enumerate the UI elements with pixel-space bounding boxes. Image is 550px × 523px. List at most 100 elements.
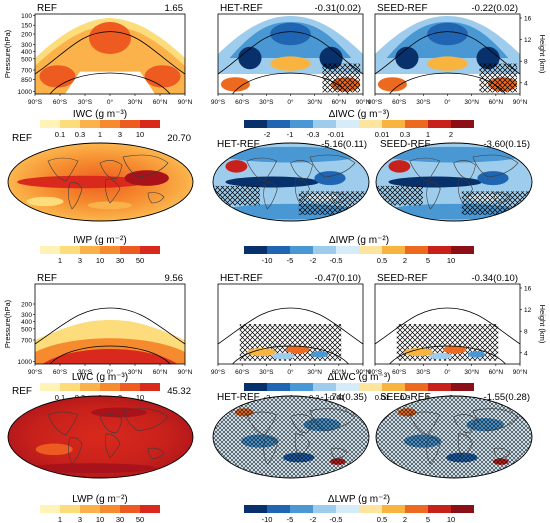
colorbar-swatch	[290, 505, 313, 513]
colorbar-title: ΔLWP (g m⁻²)	[328, 494, 390, 505]
panel-value: -0.31(0.02)	[315, 3, 361, 14]
diff-pos2	[377, 77, 407, 92]
map-frame	[375, 395, 533, 479]
continent-outline	[147, 447, 165, 459]
colorbar-tick-label: 1	[426, 393, 430, 402]
colorbar-swatch	[140, 120, 160, 128]
continent-outline	[409, 157, 441, 182]
colorbar-tick-label: 0.5	[377, 515, 387, 523]
continent-outline	[472, 408, 519, 432]
colorbar-tick-label: 5	[426, 515, 430, 523]
colorbar-swatch	[451, 383, 474, 391]
tropopause-line	[217, 307, 364, 345]
colorbar-tick-label: 0.01	[375, 130, 390, 139]
lat-tick-label: 60°S	[235, 98, 250, 106]
panel-title: SEED-REF	[377, 273, 428, 284]
colorbar-swatch	[359, 246, 382, 254]
panel-title: HET-REF	[220, 273, 263, 284]
colorbar-swatch	[267, 505, 290, 513]
panel-title: HET-REF	[217, 392, 260, 403]
map-frame	[212, 395, 370, 479]
panel-title: REF	[12, 133, 32, 144]
colorbar-swatch	[140, 505, 160, 513]
continent-outline	[330, 447, 348, 459]
lat-tick-label: 30°N	[128, 98, 143, 106]
hatch-area-2	[461, 191, 532, 215]
lat-tick-label: 0°	[107, 368, 114, 376]
map-panel-ref	[7, 142, 194, 222]
colorbar-title: ΔIWP (g m⁻²)	[329, 235, 389, 246]
continent-outline	[246, 411, 278, 436]
map-panel-seed-ref	[375, 395, 533, 479]
height-tick-label: 8	[524, 59, 528, 66]
colorbar-tick-label: -2	[264, 130, 271, 139]
diff-pos1	[247, 348, 276, 356]
continent-outline	[105, 433, 121, 459]
height-tick-label: 4	[524, 350, 528, 357]
lat-tick-label: 30°S	[259, 98, 274, 106]
map-frame	[212, 142, 370, 222]
hatch-area	[322, 63, 361, 93]
colorbar-tick-label: 0.1	[55, 130, 65, 139]
continent-outline	[294, 433, 310, 459]
lat-tick-label: 90°N	[356, 98, 371, 106]
map-panel-seed-ref	[375, 142, 533, 222]
colorbar-swatch	[267, 246, 290, 254]
colorbar-tick-label: 10	[136, 393, 144, 402]
colorbar-title: IWC (g m⁻³)	[73, 109, 127, 120]
map-content	[213, 396, 369, 478]
colorbar-tick-label: -0.01	[327, 393, 344, 402]
colorbar-swatch	[244, 505, 267, 513]
colorbar-tick-label: 50	[136, 256, 144, 265]
colorbar-swatch	[382, 383, 405, 391]
colorbar-swatch	[336, 383, 359, 391]
warm-pool	[124, 170, 169, 186]
colorbar-swatch	[336, 246, 359, 254]
colorbar-swatch	[336, 120, 359, 128]
colorbar-swatch	[244, 246, 267, 254]
diff-neg2	[467, 351, 486, 358]
lat-tick-label: 90°N	[178, 98, 193, 106]
diff-pos2	[286, 345, 310, 354]
colorbar-tick-label: -1	[287, 130, 294, 139]
continent-outline	[493, 192, 511, 204]
continent-outline	[426, 182, 441, 210]
pressure-tick-label: 1000	[18, 89, 33, 96]
colorbar-title: ΔLWC (g m⁻³)	[328, 372, 391, 383]
colorbar-tick-label: 10	[96, 515, 104, 523]
colorbar-tick-label: 0.3	[75, 130, 85, 139]
height-axis-label: Height (km)	[538, 35, 547, 74]
height-tick-label: 12	[524, 37, 532, 44]
diff-pos2	[220, 77, 250, 92]
colorbar-tick-label: 1	[426, 130, 430, 139]
continent-outline	[409, 411, 441, 436]
field-max	[89, 22, 131, 54]
lat-tick-label: 90°S	[28, 368, 43, 376]
colorbar-swatch	[244, 120, 267, 128]
hatch-area	[376, 396, 532, 478]
colorbar-tick-label: 1	[58, 256, 62, 265]
colorbar-tick-label: -10	[262, 515, 273, 523]
lat-tick-label: 60°S	[53, 368, 68, 376]
continent-outline	[122, 408, 169, 432]
colorbar-swatch	[382, 120, 405, 128]
colorbar-swatch	[60, 246, 80, 254]
colorbar-swatch	[120, 120, 140, 128]
colorbar-tick-label: 3	[78, 256, 82, 265]
panel-title: HET-REF	[217, 139, 260, 150]
continent-outline	[330, 192, 348, 204]
height-tick-label: 4	[524, 80, 528, 87]
panel-title: SEED-REF	[380, 139, 431, 150]
colorbar-tick-label: 1	[98, 130, 102, 139]
continent-outline	[99, 414, 123, 434]
lat-tick-label: 0°	[444, 98, 451, 106]
colorbar-tick-label: 10	[136, 130, 144, 139]
colorbar-swatch	[290, 120, 313, 128]
continent-outline	[453, 414, 476, 434]
colorbar-tick-label: -0.5	[330, 256, 343, 265]
colorbar-swatch	[428, 246, 451, 254]
diff-neg3	[270, 22, 311, 46]
freezing-line	[389, 72, 506, 95]
colorbar-swatch	[382, 505, 405, 513]
colorbar-title: IWP (g m⁻²)	[73, 235, 126, 246]
